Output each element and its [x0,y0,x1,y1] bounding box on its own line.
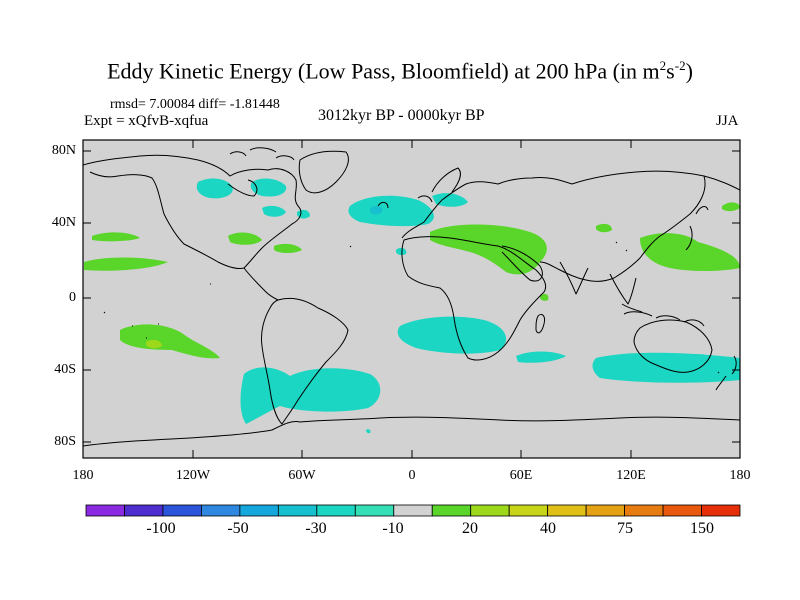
lon-label: 180 [72,468,94,483]
contour-negative [516,351,566,363]
contour-negative-strong [370,205,383,215]
stats-text: rmsd= 7.00084 diff= -1.81448 [110,97,280,112]
colorbar-label: 20 [462,520,478,537]
lon-label: 60E [509,468,533,483]
coast-europe [377,177,573,239]
contour-negative [348,195,434,227]
colorbar-label: 75 [617,520,633,537]
coast-southeast-asia [609,273,643,313]
contour-positive [640,233,740,271]
colorbar [85,504,741,517]
lat-label: 80N [51,143,76,158]
coast-india [559,261,589,295]
lat-label: 40S [54,362,76,377]
colorbar-box [162,504,202,517]
contour-negative [240,367,381,424]
coast-new-zealand [715,355,737,391]
contour-positive [722,202,740,212]
lat-label: 40N [51,215,76,230]
colorbar-label: -50 [227,520,249,537]
coast-north-america [83,154,302,269]
contour-positive [596,223,612,233]
contour-negative [432,193,468,207]
lat-label: 0 [69,290,76,305]
coast-japan [685,206,709,251]
contour-negative [396,247,407,256]
contour-positive-strong [146,339,162,349]
lon-label: 0 [408,468,416,483]
lon-label: 120W [175,468,211,483]
axis-ticks [82,140,741,458]
coast-south-america [261,297,349,425]
contour-positive [274,243,302,253]
anomaly-contours [84,178,740,434]
contour-positive [540,293,549,301]
colorbar-box [701,504,741,517]
contour-negative [592,352,740,383]
colorbar-box [201,504,241,517]
coast-arctic-islands [229,147,295,161]
contour-positive [228,232,262,245]
colorbar-box [124,504,164,517]
coast-central-america [243,267,279,301]
colorbar-box [662,504,702,517]
contour-positive [430,224,547,275]
coast-antarctica [83,416,740,447]
coastlines [83,147,740,447]
coast-indonesia [623,311,705,327]
colorbar-box [585,504,625,517]
colorbar-label: -10 [382,520,404,537]
colorbar-box [85,504,125,517]
lon-label: 60W [288,468,316,483]
experiment-label: Expt = xQfvB-xqfua [84,113,209,129]
colorbar-box [316,504,356,517]
colorbar-box [431,504,472,517]
contour-positive [92,232,140,242]
colorbar-box [547,504,587,517]
colorbar-box [624,504,664,517]
colorbar-box [508,504,549,517]
coast-greenland [298,150,349,194]
coast-islands [103,241,720,374]
contour-negative [250,178,287,197]
colorbar-box [239,504,279,517]
coast-hudson-bay [227,179,258,197]
coast-australia [633,319,713,373]
map-title: Eddy Kinetic Energy (Low Pass, Bloomfiel… [107,58,693,84]
period-label: 3012kyr BP - 0000kyr BP [318,107,485,124]
contour-negative [366,429,371,434]
contour-positive [120,324,220,359]
colorbar-box [470,504,510,517]
coast-asia [539,170,740,282]
colorbar-label: 40 [540,520,556,537]
colorbar-label: 150 [690,520,714,537]
map-background [83,140,740,458]
coast-scandinavia [431,167,461,193]
colorbar-label: -100 [146,520,176,537]
lon-label: 180 [729,468,751,483]
contour-negative [397,316,507,354]
contour-negative [196,178,233,199]
colorbar-box [393,504,433,517]
lon-label: 120E [616,468,646,483]
season-label: JJA [716,113,739,129]
colorbar-box [354,504,395,517]
coast-africa [401,236,547,361]
colorbar-box [277,504,318,517]
contour-positive [84,257,168,271]
contour-negative [262,205,286,217]
lat-label: 80S [54,434,76,449]
coast-arabia [501,245,543,282]
coast-madagascar [535,313,545,334]
colorbar-label: -30 [305,520,327,537]
